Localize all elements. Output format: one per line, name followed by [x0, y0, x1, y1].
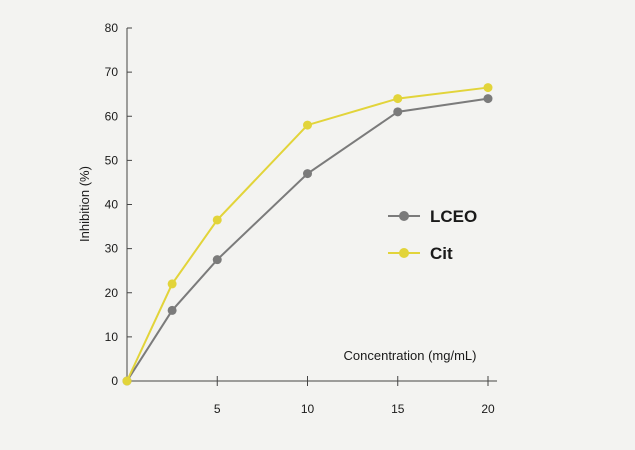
y-tick-label: 20 [105, 286, 119, 300]
series-line-cit [126, 86, 489, 382]
x-tick-label: 20 [481, 402, 495, 416]
x-tick-label: 10 [301, 402, 315, 416]
x-axis-ticks: 5 10 15 20 [214, 376, 495, 416]
data-point-lceo [212, 255, 222, 265]
legend-label-cit: Cit [430, 244, 453, 263]
legend-marker-lceo [399, 211, 409, 221]
y-axis-ticks: 0 10 20 30 40 50 60 70 80 [105, 21, 132, 388]
x-tick-label: 15 [391, 402, 405, 416]
y-tick-label: 50 [105, 153, 119, 167]
y-tick-label: 60 [105, 109, 119, 123]
data-point-lceo [303, 169, 312, 179]
legend: LCEO Cit [388, 207, 477, 263]
y-tick-label: 0 [111, 374, 118, 388]
y-tick-label: 30 [105, 242, 119, 256]
legend-label-lceo: LCEO [430, 207, 477, 226]
data-point-cit [212, 215, 222, 225]
y-tick-label: 80 [105, 21, 119, 35]
data-point-lceo [483, 94, 493, 104]
data-point-cit [167, 279, 177, 289]
legend-marker-cit [399, 248, 409, 258]
y-tick-label: 40 [105, 198, 119, 212]
data-point-cit [393, 94, 403, 104]
series-line-lceo [126, 97, 489, 382]
x-tick-label: 5 [214, 402, 221, 416]
data-point-lceo [393, 107, 403, 117]
data-point-cit [303, 120, 312, 130]
y-tick-label: 10 [105, 330, 119, 344]
y-tick-label: 70 [105, 65, 119, 79]
data-point-cit [122, 376, 132, 386]
data-point-cit [483, 83, 493, 93]
x-axis-title: Concentration (mg/mL) [344, 348, 477, 363]
data-point-lceo [167, 305, 177, 315]
y-axis-title: Inhibition (%) [77, 166, 92, 242]
series-layer [122, 83, 493, 386]
